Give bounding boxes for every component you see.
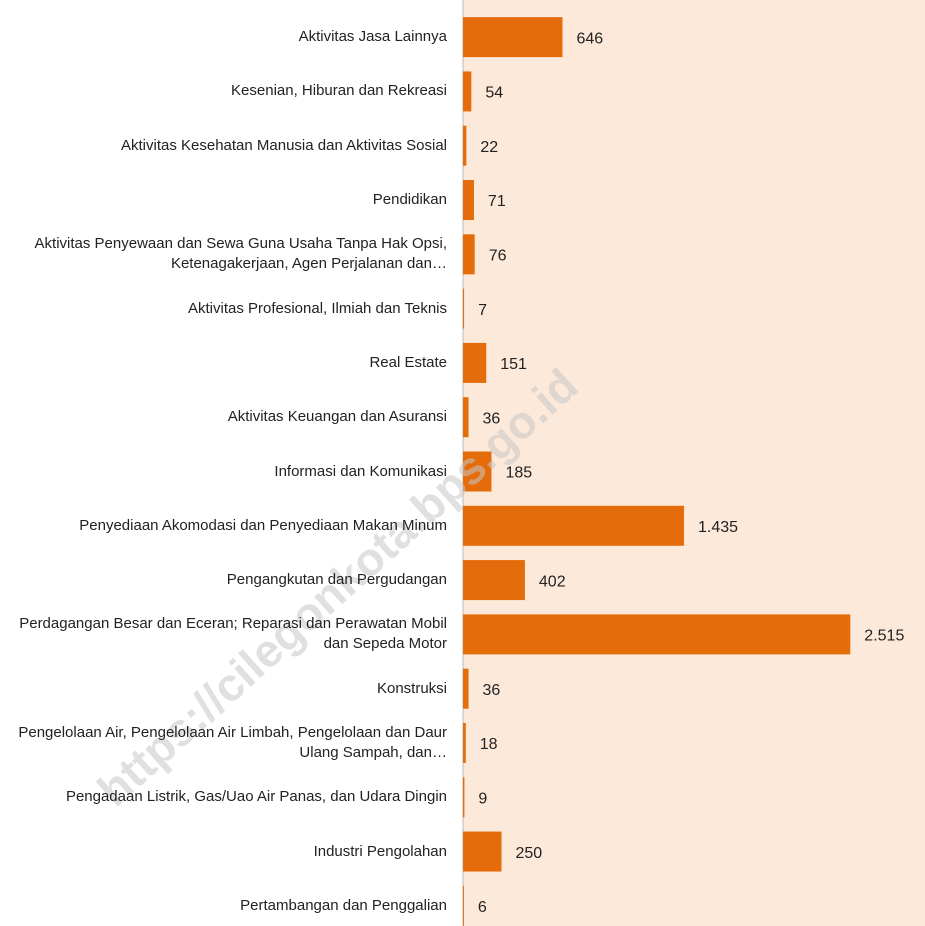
bar [463, 397, 469, 438]
value-label: 9 [478, 790, 487, 807]
value-label: 402 [539, 573, 566, 590]
value-label: 250 [516, 845, 543, 862]
value-label: 6 [478, 899, 487, 916]
bar [463, 288, 465, 329]
y-tick-label: Informasi dan Komunikasi [274, 462, 447, 480]
value-label: 646 [576, 30, 603, 47]
y-tick-label: Penyediaan Akomodasi dan Penyediaan Maka… [79, 516, 447, 534]
y-tick-label: Kesenian, Hiburan dan Rekreasi [231, 82, 447, 100]
value-label: 36 [483, 410, 501, 427]
value-label: 185 [505, 465, 532, 482]
bar [463, 342, 487, 383]
value-label: 2.515 [864, 628, 904, 645]
bar [463, 505, 684, 546]
y-tick-label: Pengadaan Listrik, Gas/Uao Air Panas, da… [65, 788, 447, 806]
bar [463, 125, 467, 166]
value-label: 76 [489, 248, 507, 265]
bar [463, 885, 464, 926]
bar [463, 777, 465, 818]
y-tick-label: Real Estate [369, 353, 447, 371]
y-tick-label: Pengelolaan Air, Pengelolaan Air Limbah,… [18, 723, 447, 761]
value-label: 1.435 [698, 519, 738, 536]
y-tick-label: Aktivitas Jasa Lainnya [298, 28, 447, 46]
y-tick-label: Pertambangan dan Penggalian [240, 896, 447, 914]
bar [463, 614, 851, 655]
y-tick-label: Pendidikan [372, 191, 447, 209]
value-label: 151 [500, 356, 527, 373]
y-tick-label: Aktivitas Keuangan dan Asuransi [227, 408, 447, 426]
y-tick-label: Perdagangan Besar dan Eceran; Reparasi d… [19, 615, 447, 653]
y-tick-label: Aktivitas Profesional, Ilmiah dan Teknis [187, 299, 447, 317]
plot-background [463, 0, 925, 926]
y-tick-label: Konstruksi [376, 679, 447, 697]
value-label: 22 [480, 139, 498, 156]
bar [463, 668, 469, 709]
value-label: 36 [483, 682, 501, 699]
bar [463, 234, 475, 275]
value-label: 7 [478, 302, 487, 319]
y-tick-label: Pengangkutan dan Pergudangan [226, 571, 447, 589]
value-label: 71 [488, 193, 506, 210]
y-tick-label: Aktivitas Kesehatan Manusia dan Aktivita… [120, 136, 447, 154]
bar [463, 722, 466, 763]
value-label: 18 [480, 736, 498, 753]
y-tick-label: Industri Pengolahan [313, 842, 447, 860]
y-tick-label: Aktivitas Penyewaan dan Sewa Guna Usaha … [34, 235, 447, 273]
value-label: 54 [485, 85, 503, 102]
bar [463, 560, 525, 601]
bar [463, 17, 563, 58]
bar [463, 71, 472, 112]
bar [463, 180, 474, 221]
bar [463, 451, 492, 492]
bar [463, 831, 502, 872]
